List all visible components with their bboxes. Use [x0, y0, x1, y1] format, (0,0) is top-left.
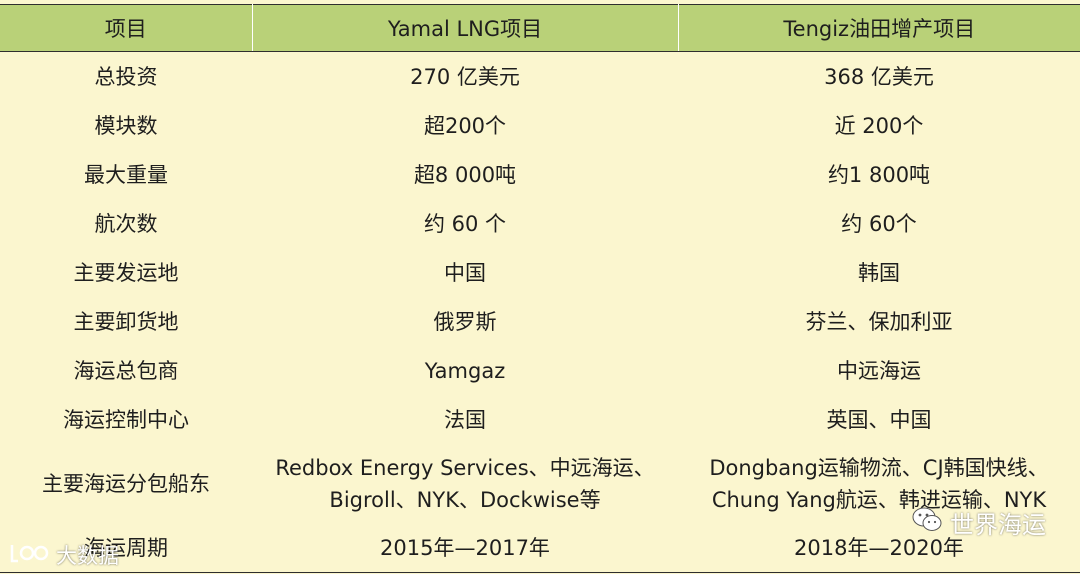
row-label: 总投资	[94, 64, 158, 89]
watermark-left-text: 大数据	[56, 544, 119, 568]
row-label: 模块数	[94, 113, 158, 138]
table-row: 模块数 超200个 近 200个	[0, 101, 1080, 150]
header-cell-tengiz: Tengiz油田增产项目	[678, 4, 1080, 52]
row-label: 航次数	[94, 211, 158, 236]
watermark-right-text: 世界海运	[950, 511, 1046, 539]
tengiz-value: 约1 800吨	[827, 162, 931, 187]
yamal-value: 超200个	[423, 113, 507, 138]
table-row: 海运周期 2015年—2017年 2018年—2020年	[0, 524, 1080, 573]
tengiz-value: 中远海运	[837, 358, 921, 383]
yamal-value: Yamgaz	[424, 358, 506, 383]
header-cell-item: 项目	[0, 4, 253, 52]
table-row: 主要海运分包船东 Redbox Energy Services、中远海运、 Bi…	[0, 444, 1080, 524]
wechat-icon	[912, 507, 942, 539]
tengiz-value-line: Dongbang运输物流、CJ韩国快线、	[709, 456, 1049, 480]
yamal-value-line: Bigroll、NYK、Dockwise等	[329, 488, 601, 512]
tengiz-value: 近 200个	[834, 113, 924, 138]
yamal-value: 2015年—2017年	[252, 524, 678, 573]
row-label: 主要卸货地	[73, 309, 179, 334]
yamal-value: 270 亿美元	[410, 64, 520, 89]
tengiz-value-line: Chung Yang航运、韩进运输、NYK	[711, 488, 1047, 512]
tengiz-value: 英国、中国	[826, 407, 932, 432]
tengiz-value: Dongbang运输物流、CJ韩国快线、 Chung Yang航运、韩进运输、N…	[678, 444, 1080, 524]
tengiz-value: 2018年—2020年	[678, 524, 1080, 573]
watermark-right: 世界海运	[912, 505, 1046, 540]
yamal-value: 超8 000吨	[413, 162, 517, 187]
header-cell-yamal: Yamal LNG项目	[252, 4, 679, 52]
table-row: 总投资 270 亿美元 368 亿美元	[0, 52, 1080, 102]
table-row: 海运控制中心 法国 英国、中国	[0, 395, 1080, 444]
table-row: 航次数 约 60 个 约 60个	[0, 199, 1080, 248]
row-label: 海运控制中心	[63, 407, 189, 432]
table-row: 海运总包商 Yamgaz 中远海运	[0, 346, 1080, 395]
watermark-left: 大数据	[8, 540, 119, 570]
table-row: 主要卸货地 俄罗斯 芬兰、保加利亚	[0, 297, 1080, 346]
row-label: 主要海运分包船东	[42, 472, 210, 496]
row-label: 海运周期	[0, 524, 252, 573]
yamal-value: 俄罗斯	[433, 309, 497, 334]
tengiz-value: 368 亿美元	[824, 64, 934, 89]
yamal-value: Redbox Energy Services、中远海运、 Bigroll、NYK…	[252, 444, 678, 524]
row-label: 海运总包商	[73, 358, 179, 383]
row-label: 主要发运地	[73, 260, 179, 285]
header-row: 项目 Yamal LNG项目 Tengiz油田增产项目	[0, 4, 1080, 52]
yamal-value: 中国	[444, 260, 486, 285]
comparison-table: 项目 Yamal LNG项目 Tengiz油田增产项目 总投资 270 亿美元 …	[0, 4, 1080, 573]
row-label: 最大重量	[84, 162, 168, 187]
tengiz-value: 芬兰、保加利亚	[805, 309, 953, 334]
yamal-value: 约 60 个	[423, 211, 507, 236]
logo-icon	[8, 541, 52, 570]
yamal-value: 法国	[444, 407, 486, 432]
tengiz-value: 约 60个	[841, 211, 917, 236]
table-row: 最大重量 超8 000吨 约1 800吨	[0, 150, 1080, 199]
yamal-value-line: Redbox Energy Services、中远海运、	[275, 456, 655, 480]
table-row: 主要发运地 中国 韩国	[0, 248, 1080, 297]
tengiz-value: 韩国	[858, 260, 900, 285]
